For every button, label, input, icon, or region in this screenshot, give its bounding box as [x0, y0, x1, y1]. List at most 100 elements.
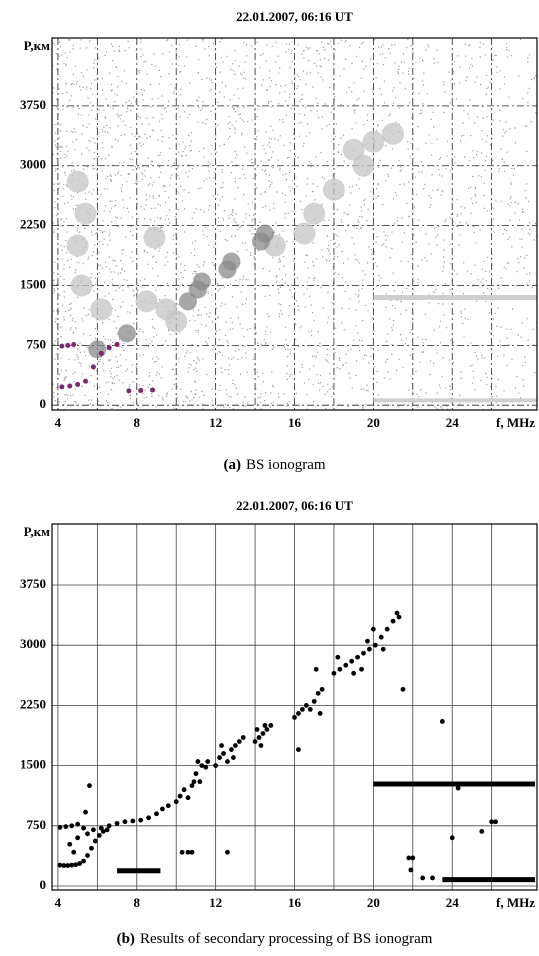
echo-point [106, 345, 112, 351]
echo-point [89, 845, 94, 851]
echo-point [230, 755, 236, 760]
echo-point [264, 727, 270, 732]
echo-point [410, 855, 416, 861]
x-axis-label: f, MHz [496, 895, 535, 910]
echo-point [317, 711, 323, 716]
echo-point [83, 378, 89, 384]
plot-frame [51, 37, 538, 411]
echo-point [59, 384, 65, 390]
echo-point [240, 735, 246, 740]
x-tick-label: 4 [55, 895, 62, 910]
echo-point [138, 817, 144, 823]
x-tick-label: 8 [134, 415, 141, 430]
echo-point [315, 690, 321, 696]
echo-point [218, 260, 237, 279]
echo-point [390, 618, 396, 624]
x-tick-label: 20 [367, 415, 380, 430]
y-tick-label: 2250 [20, 217, 46, 232]
y-tick-label: 0 [40, 396, 47, 411]
echo-point [91, 827, 96, 833]
echo-point [394, 610, 400, 616]
echo-point [292, 715, 297, 720]
echo-point [57, 824, 63, 830]
echo-point [197, 779, 203, 785]
x-tick-label: 24 [446, 415, 460, 430]
echo-point [179, 292, 198, 311]
echo-point [177, 793, 183, 799]
echo-point [319, 686, 325, 692]
echo-point [90, 298, 113, 321]
echo-point [185, 795, 191, 801]
plot-frame [51, 523, 538, 891]
chart-title: 22.01.2007, 06:16 UT [236, 9, 353, 24]
echo-point [77, 861, 83, 866]
echo-point [489, 819, 495, 825]
echo-point [303, 202, 326, 225]
echo-point [384, 626, 390, 632]
y-tick-label: 750 [27, 817, 47, 832]
echo-point [185, 849, 191, 855]
echo-point [361, 650, 366, 656]
caption-text: Results of secondary processing of BS io… [140, 931, 433, 947]
echo-point [199, 763, 205, 768]
echo-point [189, 783, 195, 789]
echo-point [69, 823, 75, 829]
x-tick-label: 16 [288, 895, 302, 910]
y-tick-label: 750 [27, 336, 47, 351]
echo-point [449, 835, 455, 841]
echo-point [135, 290, 158, 313]
echo-point [493, 819, 498, 825]
echo-point [229, 747, 234, 752]
echo-point [367, 646, 372, 652]
echo-point [75, 821, 81, 827]
y-tick-label: 0 [40, 877, 47, 892]
echo-point [81, 858, 86, 864]
x-tick-label: 12 [209, 415, 222, 430]
echo-point [59, 343, 65, 349]
echo-point [85, 831, 90, 837]
echo-point [380, 646, 386, 652]
echo-point [439, 719, 445, 724]
x-tick-label: 8 [134, 895, 141, 910]
echo-point [146, 815, 152, 821]
echo-point [255, 224, 274, 243]
echo-point [81, 825, 86, 831]
y-tick-label: 1500 [20, 276, 46, 291]
echo-point [221, 751, 226, 756]
echo-point [57, 862, 63, 868]
echo-point [85, 853, 90, 858]
echo-point [203, 764, 209, 770]
echo-point [213, 763, 219, 768]
echo-point [296, 747, 301, 752]
echo-point [343, 662, 349, 668]
echo-point [66, 234, 89, 257]
echo-point [189, 849, 195, 855]
echo-point [355, 654, 360, 660]
y-tick-label: 3000 [20, 157, 46, 172]
echo-point [349, 658, 355, 664]
echo-point [205, 759, 211, 764]
echo-point [71, 849, 77, 855]
echo-point [65, 342, 71, 348]
echo-point [61, 863, 67, 868]
echo-point [71, 342, 77, 348]
echo-point [232, 743, 238, 748]
echo-point [307, 707, 313, 712]
echo-point [70, 274, 93, 297]
echo-point [362, 130, 385, 153]
caption-text: BS ionogram [246, 457, 326, 473]
echo-point [331, 670, 337, 676]
y-tick-label: 3750 [20, 576, 46, 591]
echo-point [378, 634, 384, 640]
echo-point [293, 222, 316, 245]
echo-point [219, 743, 224, 748]
x-tick-label: 20 [367, 895, 380, 910]
echo-point [160, 806, 165, 812]
echo-point [313, 666, 319, 672]
echo-point [296, 711, 301, 716]
echo-point [396, 614, 402, 620]
echo-point [75, 381, 81, 387]
echo-point [420, 875, 426, 881]
echo-point [400, 686, 406, 692]
echo-point [191, 779, 197, 785]
